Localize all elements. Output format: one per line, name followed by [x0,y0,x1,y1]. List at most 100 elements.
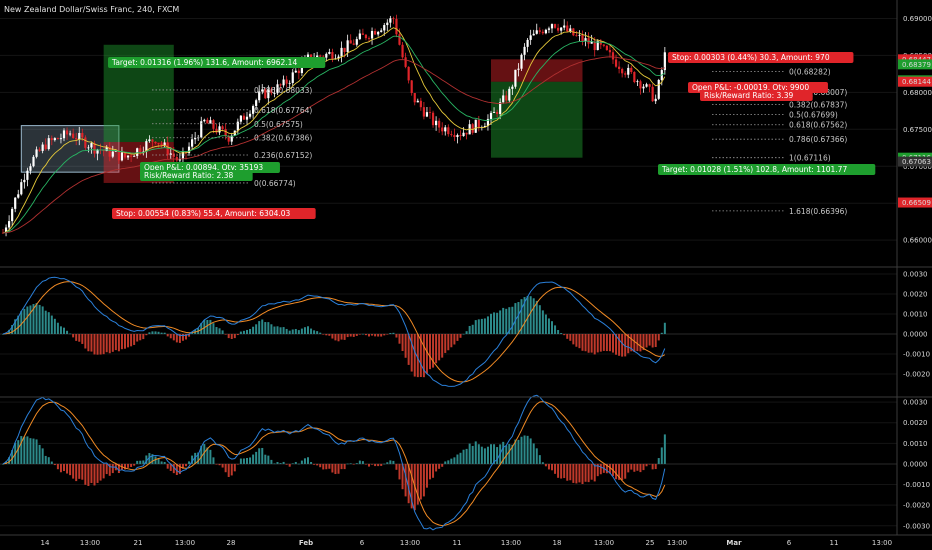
candle-body [499,102,502,114]
time-tick-label: 13:00 [175,539,195,547]
macd-1-histogram-bar [612,334,614,353]
macd-pane-1[interactable]: 0.0030 0.0020 0.0010 0.0000 -0.0010 -0.0020 [0,271,930,387]
macd-2-histogram-bar [438,463,441,469]
price-tag-label: 0.66509 [902,199,931,207]
macd-1-histogram-bar [380,334,383,337]
macd-2-histogram-bar [197,452,200,464]
macd-2-histogram-bar [578,463,581,483]
macd-2-histogram-bar [627,463,630,473]
macd-2-tick-label: -0.0030 [903,522,930,530]
candle-body [221,126,224,130]
macd-1-histogram-bar [233,334,236,339]
macd-1-histogram-bar [249,329,252,334]
macd-2-histogram-bar [621,463,624,481]
candle-body [462,132,465,137]
macd-1-histogram-bar [639,334,642,352]
macd-2-histogram-bar [8,457,11,464]
macd-1-histogram-bar [663,322,666,334]
macd-1-histogram-bar [618,334,621,356]
macd-2-histogram-bar [343,463,346,470]
macd-1-histogram-bar [87,334,90,352]
candle-body [239,115,242,122]
macd-2-histogram-bar [127,463,130,468]
macd-1-histogram-bar [422,334,425,378]
candle-body [566,25,569,32]
macd-1-histogram-bar [11,324,14,334]
ema-slow-line [2,56,665,234]
macd-1-histogram-bar [624,334,627,357]
macd-2-histogram-bar [514,439,517,464]
candle-body [508,88,511,101]
macd-1-tick-label: 0.0010 [903,311,928,319]
macd-2-histogram-bar [319,463,322,468]
macd-1-histogram-bar [53,318,56,334]
macd-1-histogram-bar [361,333,364,335]
time-tick-label: 6 [787,539,792,547]
macd-2-histogram-bar [145,455,148,464]
trade-target-label: Target: 0.01028 (1.51%) 102.8, Amount: 1… [661,165,847,174]
time-tick-label: 13:00 [501,539,521,547]
macd-2-histogram-bar [352,463,355,465]
candle-body [215,128,218,133]
candle-body [383,25,386,31]
candle-body [273,93,276,94]
candle-body [352,43,355,45]
macd-1-histogram-bar [413,334,416,377]
macd-2-histogram-bar [252,454,255,464]
trade-stop-zone[interactable] [491,59,583,82]
macd-2-histogram-bar [285,463,288,465]
macd-1-histogram-bar [8,329,11,334]
candle-body [26,170,29,180]
macd-1-histogram-bar [90,334,93,352]
candle-body [285,79,288,84]
candle-body [194,137,197,140]
candle-body [636,81,639,83]
candle-body [648,84,651,87]
time-tick-label: 13:00 [872,539,892,547]
macd-1-histogram-bar [331,334,334,339]
candle-body [270,89,273,94]
macd-1-tick-label: -0.0010 [903,351,930,359]
candle-body [264,89,267,99]
candle-body [560,27,563,31]
time-axis[interactable]: 14 13:00 21 13:00 28 Feb 6 13:00 11 13:00 18 13:00 2… [41,539,893,547]
macd-2-histogram-bar [130,463,133,467]
macd-1-histogram-bar [188,334,191,337]
macd-2-histogram-bar [191,455,194,464]
candle-body [130,155,133,157]
macd-pane-2[interactable]: 0.0030 0.0020 0.0010 0.0000 -0.0010 -0.0020 -0… [0,394,930,531]
macd-1-histogram-bar [490,313,492,334]
price-pane[interactable]: 0.660000.665000.670000.675000.680000.685… [0,14,932,245]
macd-2-histogram-bar [575,463,578,484]
macd-1-histogram-bar [541,310,544,334]
macd-1-histogram-bar [441,334,444,358]
macd-1-histogram-bar [108,334,111,354]
candle-body [441,127,444,132]
macd-1-histogram-bar [615,334,618,355]
candle-body [145,141,148,152]
candle-body [212,120,215,129]
macd-2-histogram-bar [535,448,538,464]
candle-body [267,89,270,99]
macd-2-histogram-bar [325,463,328,470]
macd-2-histogram-bar [249,457,252,464]
macd-2-histogram-bar [291,463,294,464]
candle-body [218,126,221,133]
macd-2-histogram-bar [188,461,191,464]
time-tick-label: Mar [726,539,742,547]
macd-1-histogram-bar [41,306,44,334]
macd-1-histogram-bar [364,334,367,336]
candle-body [17,194,20,198]
trade-target-zone[interactable] [491,81,583,158]
ema-mid-line [2,35,666,234]
candle-body [416,100,419,103]
macd-1-histogram-bar [303,327,306,334]
macd-1-histogram-bar [230,334,233,340]
macd-1-histogram-bar [255,324,258,334]
macd-2-histogram-bar [346,463,349,465]
time-tick-label: 13:00 [594,539,614,547]
macd-1-histogram-bar [185,334,187,340]
macd-2-histogram-bar [377,463,380,467]
macd-1-histogram-bar [44,310,47,334]
